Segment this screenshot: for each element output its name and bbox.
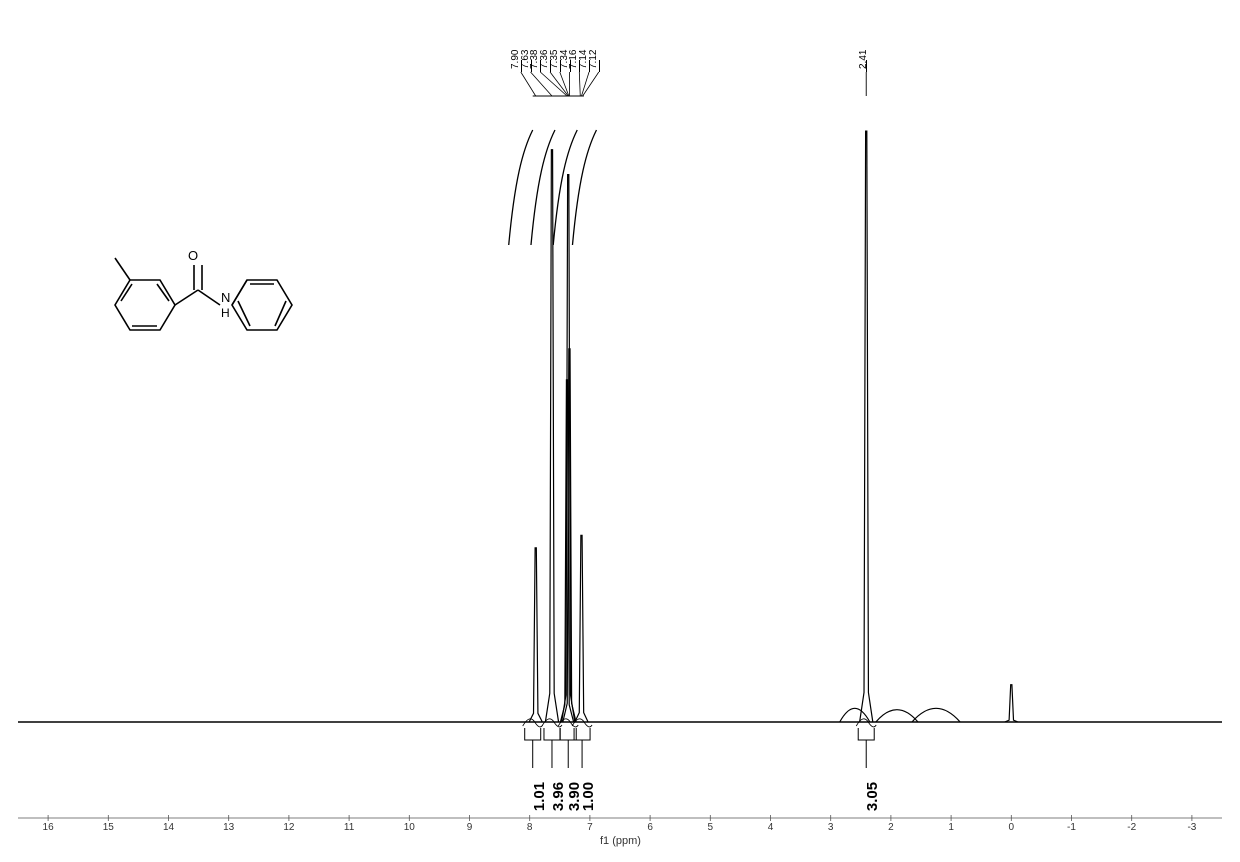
axis-tick: 6 [647, 822, 653, 833]
axis-tick: 7 [587, 822, 593, 833]
axis-tick: -3 [1187, 822, 1196, 833]
nmr-spectrum: 7.907.637.387.367.357.347.167.147.12 2.4… [0, 0, 1240, 862]
spectrum-plot [0, 0, 1240, 862]
axis-tick: 14 [163, 822, 174, 833]
integral-label: 3.05 [864, 782, 881, 811]
integral-label: 1.01 [531, 782, 548, 811]
integral-label: 1.00 [580, 782, 597, 811]
axis-tick: 1 [948, 822, 954, 833]
axis-tick: 16 [43, 822, 54, 833]
axis-tick: -1 [1067, 822, 1076, 833]
axis-tick: 4 [768, 822, 774, 833]
axis-label: f1 (ppm) [600, 835, 641, 847]
axis-tick: 10 [404, 822, 415, 833]
axis-tick: 11 [344, 822, 354, 833]
axis-tick: 15 [103, 822, 114, 833]
axis-tick: -2 [1127, 822, 1136, 833]
axis-tick: 2 [888, 822, 894, 833]
axis-tick: 0 [1009, 822, 1015, 833]
axis-tick: 12 [283, 822, 294, 833]
axis-tick: 13 [223, 822, 234, 833]
axis-tick: 3 [828, 822, 834, 833]
axis-tick: 9 [467, 822, 473, 833]
axis-tick: 5 [708, 822, 714, 833]
axis-tick: 8 [527, 822, 533, 833]
integral-label: 3.96 [550, 782, 567, 811]
